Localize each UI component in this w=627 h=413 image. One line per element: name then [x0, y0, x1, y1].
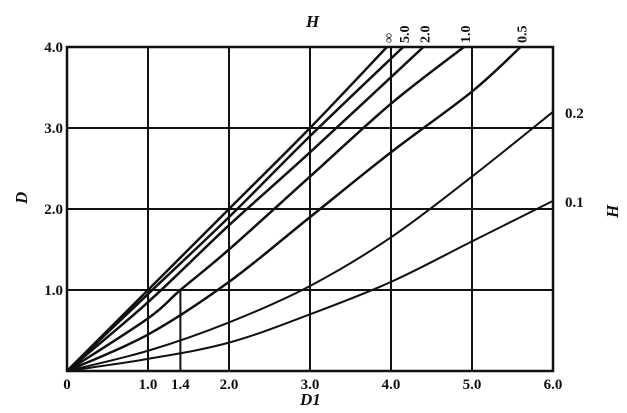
series-line — [66, 46, 465, 373]
series-line — [66, 111, 554, 372]
series-label: ∞ — [382, 33, 397, 43]
series-line — [66, 46, 425, 372]
x-tick-label: 1.4 — [171, 377, 190, 393]
x-tick-label: 6.0 — [544, 377, 563, 393]
series-label: 5.0 — [398, 26, 413, 44]
series-line — [66, 200, 554, 372]
plot-frame — [65, 45, 555, 373]
series-label: 2.0 — [418, 26, 433, 44]
x-tick-label: 4.0 — [382, 377, 401, 393]
legend-title-right: H — [603, 204, 622, 219]
y-tick-label: 2.0 — [44, 202, 63, 218]
series-line — [66, 46, 388, 372]
x-tick-label: 0 — [63, 377, 71, 393]
x-tick-label: 3.0 — [301, 377, 320, 393]
series-label: 0.2 — [565, 106, 584, 122]
y-tick-label: 1.0 — [44, 283, 63, 299]
y-tick-label: 4.0 — [44, 40, 63, 56]
y-axis-label: D — [12, 192, 31, 205]
x-tick-label: 2.0 — [220, 377, 239, 393]
x-tick-label: 1.0 — [139, 377, 158, 393]
x-tick-label: 5.0 — [463, 377, 482, 393]
y-tick-label: 3.0 — [44, 121, 63, 137]
series-line — [66, 46, 405, 372]
x-axis-label: D1 — [299, 390, 321, 409]
series-line — [66, 46, 522, 373]
series-label: 0.1 — [565, 195, 584, 211]
series-label: 1.0 — [459, 26, 474, 44]
legend-title-top: H — [305, 12, 320, 31]
series-label: 0.5 — [516, 26, 531, 44]
